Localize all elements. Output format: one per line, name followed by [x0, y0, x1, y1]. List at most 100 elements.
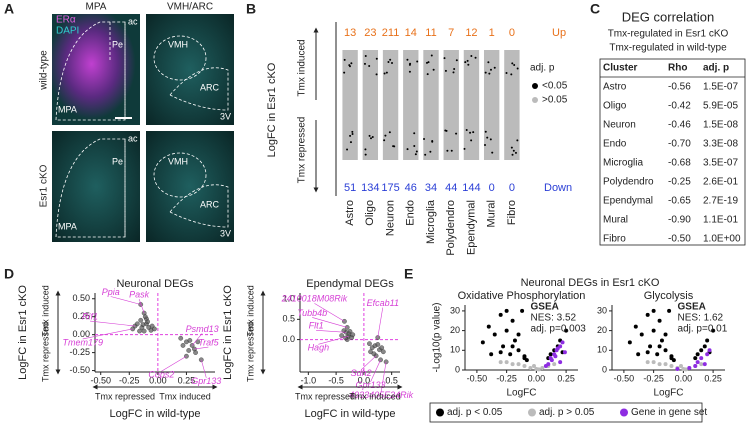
point: [504, 328, 509, 333]
point: [498, 312, 503, 317]
x-tick-label: Neuron: [384, 200, 396, 236]
down-count: 0: [509, 182, 515, 194]
legend-frame: [429, 402, 703, 423]
strip-cloud: [362, 50, 379, 160]
strip-cloud: [423, 50, 439, 160]
gsea-annotation: adj. p=0.003: [531, 324, 587, 335]
point: [693, 364, 698, 369]
table-header: Cluster: [603, 63, 638, 74]
point: [645, 360, 650, 365]
x-tick-label: 0.00: [149, 375, 167, 385]
x-axis-title: LogFC in wild-type: [304, 408, 395, 420]
x-tick-label: 0.00: [675, 373, 693, 383]
region-label: ac: [128, 16, 138, 26]
strip-point: [453, 67, 456, 70]
point: [193, 350, 198, 355]
region-label: ac: [128, 133, 138, 143]
region-label: Pe: [112, 156, 123, 166]
strip-point: [364, 148, 367, 151]
point: [512, 338, 517, 343]
point: [145, 319, 150, 325]
point: [543, 364, 548, 369]
point: [510, 344, 515, 349]
up-count: 13: [344, 27, 356, 39]
table-cell: 2.7E-19: [703, 196, 738, 207]
y-tick-label: 0.5: [282, 314, 295, 324]
panel-letter: A: [4, 1, 14, 17]
strip-point: [472, 131, 475, 134]
strip-point: [510, 73, 513, 76]
strip-cloud: [463, 50, 480, 160]
column-title: MPA: [86, 2, 107, 13]
strip-point: [368, 134, 371, 137]
y-axis-title: -Log10(p value): [432, 302, 443, 372]
strip-point: [470, 55, 473, 58]
point: [186, 348, 192, 353]
strip-point: [423, 137, 426, 140]
strip-point: [406, 58, 409, 61]
x-tick-label: 0.00: [528, 373, 546, 383]
point: [695, 360, 700, 365]
y-tick-label: 0: [602, 364, 607, 374]
strip-point: [383, 72, 386, 75]
strip-point: [392, 145, 395, 148]
point: [522, 364, 527, 369]
strip-point: [512, 149, 515, 152]
point: [371, 351, 377, 357]
x-tick-label: Oligo: [364, 200, 376, 226]
table-cell: 1.5E-07: [703, 82, 738, 93]
strip-point: [383, 139, 386, 142]
strip-point: [487, 61, 490, 64]
point: [516, 348, 521, 353]
y-tick-label: 10: [450, 345, 460, 355]
point: [378, 357, 383, 363]
point: [380, 349, 386, 355]
x-tick-label: -0.25: [496, 373, 517, 383]
micrograph: [52, 14, 234, 242]
legend-swatch: [528, 408, 536, 417]
point: [699, 356, 704, 361]
table-frame: [599, 58, 746, 246]
y-tick-label: -0.50: [69, 365, 90, 375]
annotation: Flt1: [309, 321, 324, 331]
strip-point: [427, 61, 430, 64]
strip-point: [346, 148, 349, 151]
table-cell: Ependymal: [603, 196, 653, 207]
gsea-annotation: GSEA: [678, 302, 706, 313]
strip-point: [351, 132, 354, 135]
chart-title: Oxidative Phosphorylation: [458, 290, 586, 302]
x-axis-title: LogFC in wild-type: [109, 408, 200, 420]
strip-point: [416, 60, 419, 63]
point: [504, 308, 509, 313]
strip-point: [469, 131, 472, 134]
row-title: wild-type: [39, 50, 50, 91]
y-arrow-label: Tmx repressed: [40, 322, 50, 382]
strip-point: [455, 132, 458, 135]
stain-label: ERα: [56, 15, 76, 26]
point: [699, 362, 704, 367]
strip-point: [350, 62, 353, 65]
panel-letter: B: [246, 1, 256, 17]
region-label: MPA: [58, 104, 77, 114]
point: [633, 324, 638, 329]
x-tick-label: 0.25: [557, 373, 575, 383]
panel-title: Neuronal DEGs in Esr1 cKO: [521, 277, 660, 289]
strip-point: [444, 69, 447, 72]
strip-point: [371, 136, 374, 139]
point: [480, 340, 485, 345]
y-tick-label: 0.00: [72, 329, 90, 339]
point: [695, 352, 700, 357]
annotation-leader: [314, 303, 345, 322]
down-count: 134: [361, 182, 379, 194]
table-subtitle: Tmx-regulated in Esr1 cKO: [608, 29, 729, 40]
point: [657, 362, 662, 367]
strip-point: [406, 148, 409, 151]
strip-point: [375, 57, 378, 60]
annotation: Psmd13: [186, 324, 219, 334]
strip-cloud: [382, 50, 399, 160]
x-tick-label: 0.25: [704, 373, 722, 383]
chart-title: Neuronal DEGs: [116, 278, 194, 290]
strip-point: [351, 130, 354, 133]
table-cell: 1.0E+00: [703, 234, 741, 245]
annotation-leader: [360, 355, 377, 371]
